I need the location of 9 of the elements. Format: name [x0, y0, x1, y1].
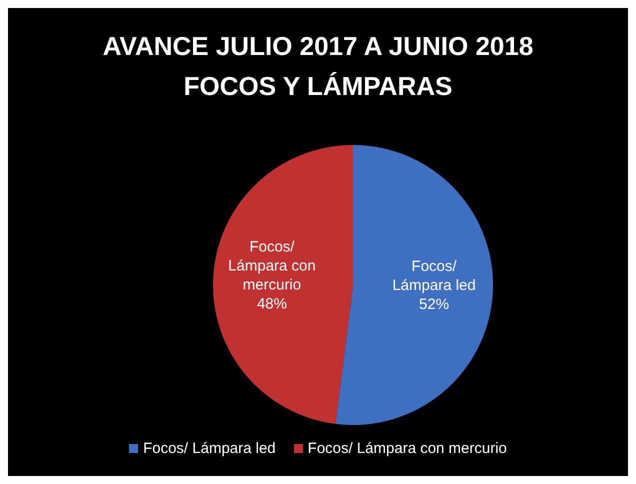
slice-label: Focos/ Lámpara con mercurio — [228, 238, 316, 294]
data-label: 48% — [256, 295, 287, 312]
pie-slice — [213, 145, 353, 424]
pie-slice — [335, 145, 493, 425]
legend-label: Focos/ Lámpara con mercurio — [306, 440, 507, 457]
data-label: 52% — [419, 296, 450, 314]
slice-label: Focos/ Lámpara led — [392, 258, 476, 294]
chart-title: AVANCE JULIO 2017 A JUNIO 2018 FOCOS Y LÁMPARAS — [102, 30, 534, 103]
legend-label: Focos/ Lámpara led — [142, 440, 276, 457]
